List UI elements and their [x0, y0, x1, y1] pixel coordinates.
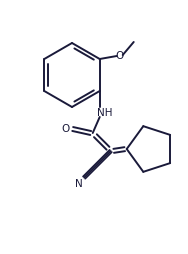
Text: O: O [62, 124, 70, 134]
Text: NH: NH [97, 108, 112, 118]
Text: N: N [75, 179, 83, 189]
Text: O: O [116, 51, 124, 61]
